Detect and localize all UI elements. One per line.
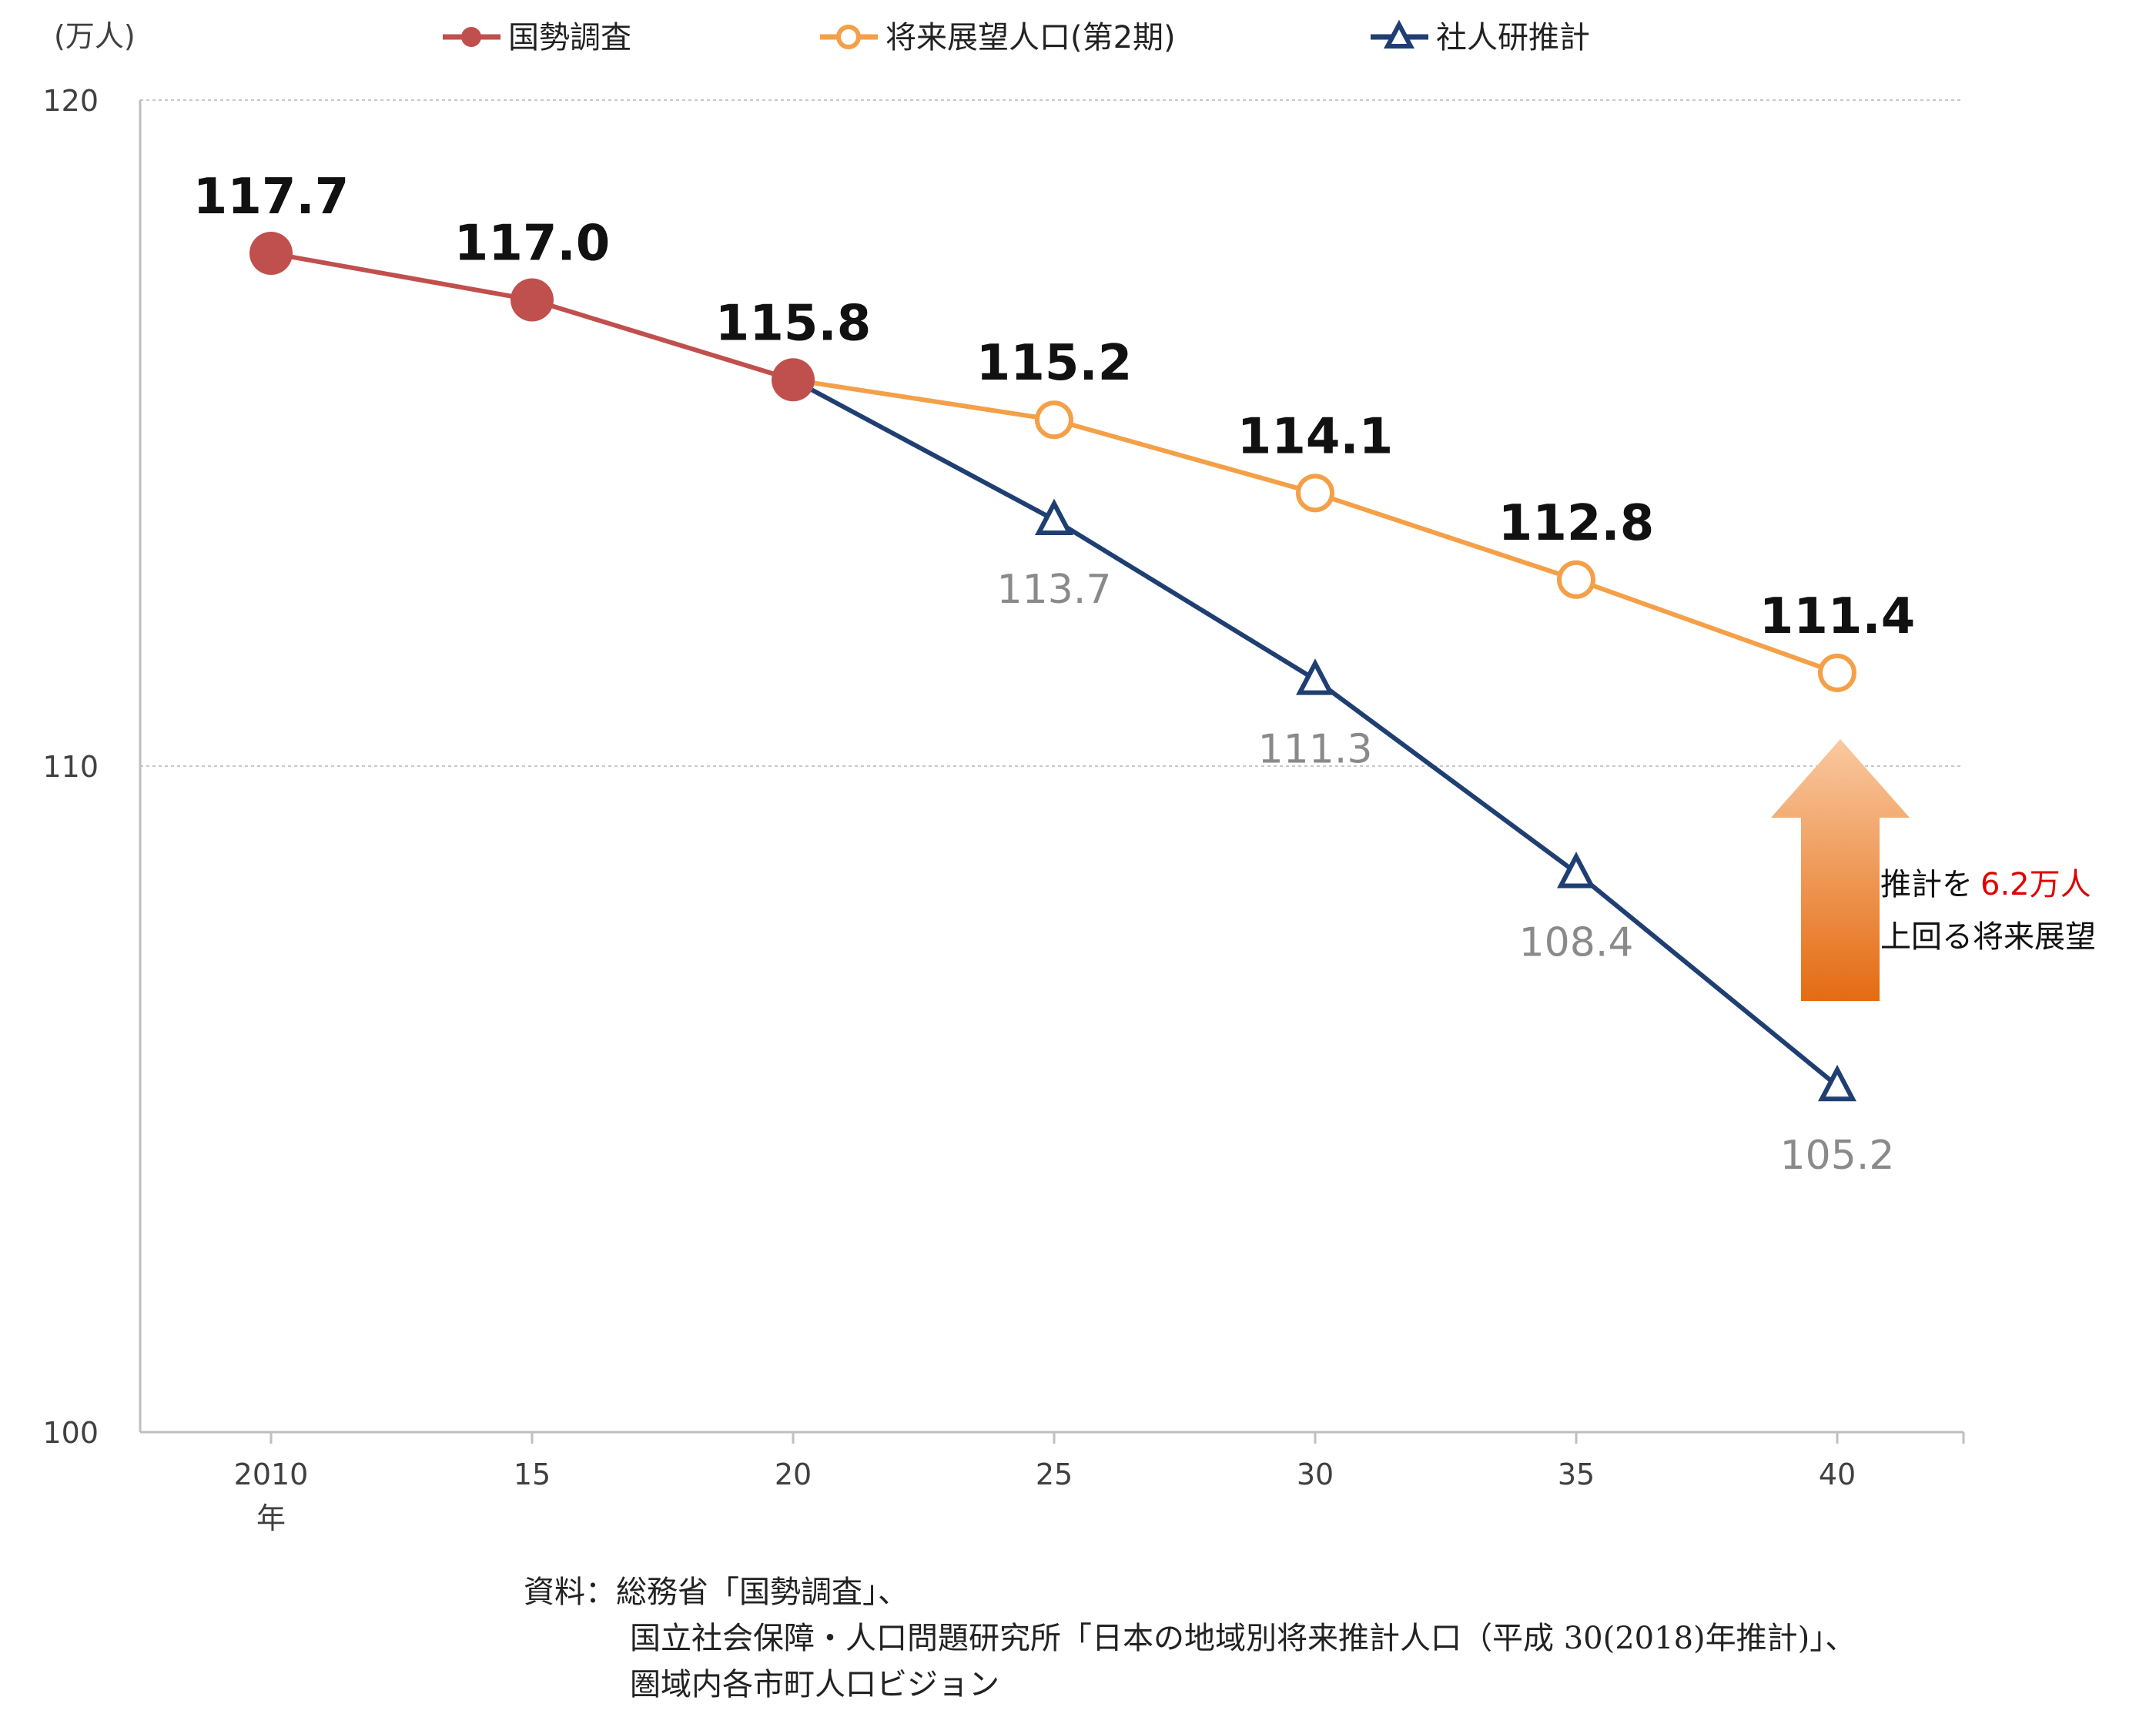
x-tick-label-suffix: 年: [256, 1501, 286, 1535]
data-point-marker: [1035, 498, 1073, 536]
legend-label-future-outlook: 将来展望人口(第2期): [886, 20, 1176, 55]
annotation-line-1: 推計を 6.2万人: [1880, 867, 2091, 902]
x-tick-label: 20: [775, 1458, 812, 1491]
axes: [139, 100, 1965, 1444]
source-note-line-1: 資料：総務省「国勢調査」、: [524, 1575, 909, 1610]
data-label: 115.8: [715, 295, 871, 352]
data-point-marker: [1557, 852, 1595, 889]
gridlines: [140, 99, 1964, 767]
data-label: 112.8: [1498, 495, 1654, 552]
legend-label-ipss-projection: 社人研推計: [1436, 20, 1590, 55]
legend-item-future-outlook: 将来展望人口(第2期): [820, 20, 1176, 55]
legend-marker-filled-circle: [461, 27, 481, 47]
data-point-marker: [1818, 1064, 1856, 1102]
y-axis-tick-labels: 100 110 120: [42, 84, 99, 1450]
data-point-marker: [772, 358, 815, 402]
data-label: 108.4: [1519, 919, 1634, 966]
y-tick-label: 120: [42, 84, 99, 118]
data-labels: 117.7 117.0 115.8 115.2 114.1 112.8 111.4 113.7…: [193, 169, 1915, 1179]
data-label: 117.7: [193, 169, 349, 226]
x-tick-label: 40: [1819, 1458, 1856, 1491]
legend-marker-open-triangle: [1383, 19, 1415, 49]
data-point-marker: [1296, 658, 1334, 695]
y-tick-label: 100: [42, 1416, 99, 1450]
x-tick-label: 2010: [234, 1458, 309, 1491]
x-axis-tick-labels: 2010 15 20 25 30 35 40 年: [234, 1458, 1856, 1535]
data-point-marker: [1296, 474, 1334, 513]
difference-annotation: 推計を 6.2万人 上回る将来展望: [1771, 739, 2096, 1001]
data-label: 111.4: [1759, 588, 1915, 645]
x-tick-label: 35: [1558, 1458, 1595, 1491]
y-unit-label: (万人): [54, 19, 136, 53]
data-label: 111.3: [1258, 727, 1373, 773]
data-point-marker: [1035, 400, 1073, 440]
data-point-marker: [1818, 653, 1856, 692]
legend-marker-open-circle: [836, 25, 861, 49]
y-tick-label: 110: [42, 750, 99, 784]
legend-item-ipss-projection: 社人研推計: [1371, 19, 1590, 55]
data-label: 105.2: [1780, 1133, 1895, 1179]
legend: 国勢調査 将来展望人口(第2期) 社人研推計: [443, 19, 1590, 55]
series-markers: [249, 231, 1856, 1102]
x-tick-label: 25: [1036, 1458, 1073, 1491]
source-note-line-2: 国立社会保障・人口問題研究所「日本の地域別将来推計人口（平成 30(2018)年…: [630, 1621, 1856, 1656]
data-point-marker: [511, 278, 554, 322]
legend-label-census: 国勢調査: [508, 20, 631, 55]
data-label: 114.1: [1237, 408, 1393, 465]
data-point-marker: [1557, 560, 1595, 599]
x-tick-label: 15: [514, 1458, 551, 1491]
data-point-marker: [249, 231, 293, 275]
data-label: 113.7: [997, 567, 1112, 613]
data-label: 115.2: [976, 335, 1132, 392]
source-note-line-3: 圏域内各市町人口ビジョン: [630, 1667, 999, 1702]
annotation-line-2: 上回る将来展望: [1880, 919, 2096, 955]
up-arrow-icon: [1771, 739, 1910, 1001]
data-label: 117.0: [454, 216, 610, 273]
legend-item-census: 国勢調査: [443, 20, 631, 55]
x-tick-label: 30: [1297, 1458, 1334, 1491]
